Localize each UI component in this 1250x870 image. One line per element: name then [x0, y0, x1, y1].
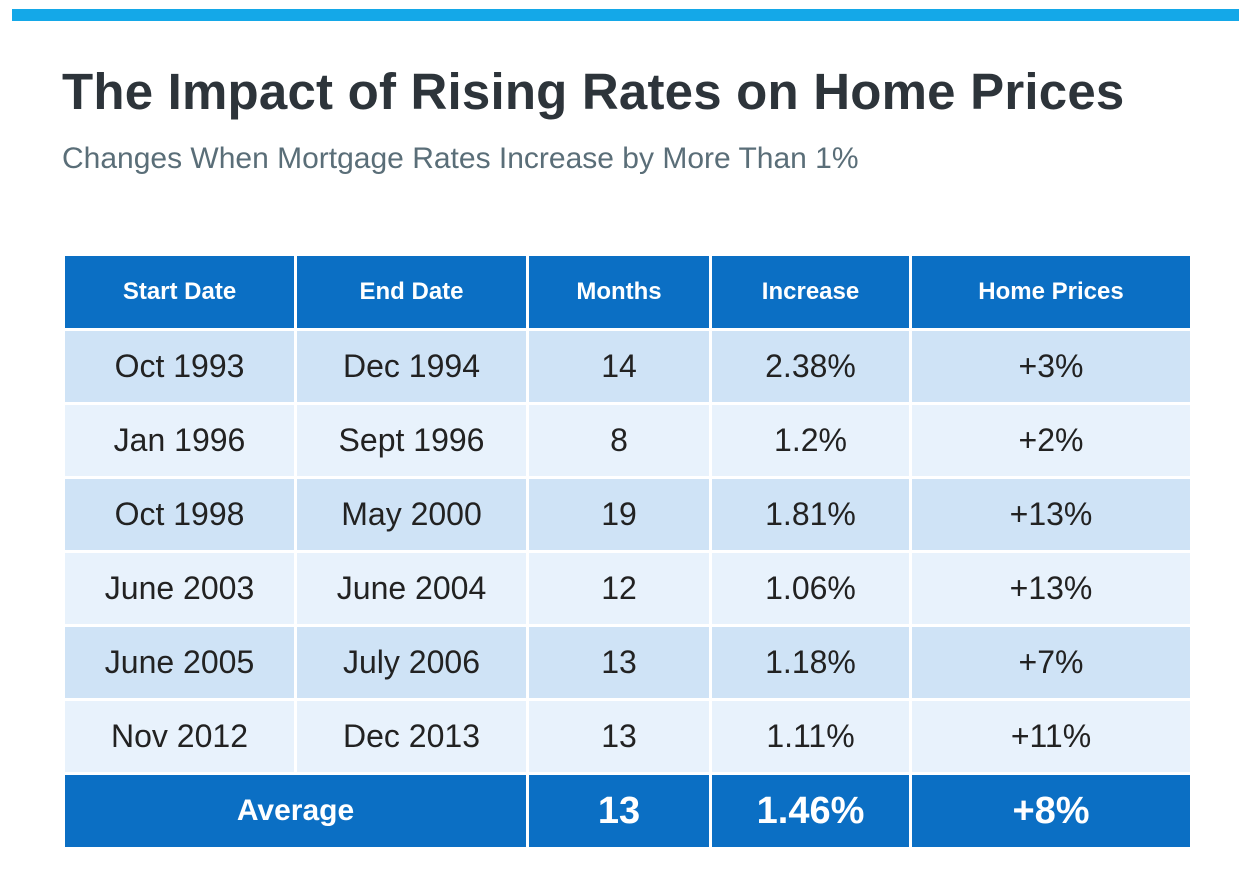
- start-date-cell: Jan 1996: [62, 402, 297, 479]
- table-row: Nov 2012 Dec 2013 13 1.11% +11%: [62, 698, 1193, 775]
- home-prices-cell: +11%: [909, 698, 1193, 775]
- table-row: June 2003 June 2004 12 1.06% +13%: [62, 550, 1193, 627]
- end-date-cell: Dec 2013: [294, 698, 529, 775]
- table-row: Jan 1996 Sept 1996 8 1.2% +2%: [62, 402, 1193, 479]
- end-date-cell: Dec 1994: [294, 328, 529, 405]
- start-date-cell: Oct 1993: [62, 328, 297, 405]
- column-header-increase: Increase: [709, 253, 912, 331]
- table-header-row: Start Date End Date Months Increase Home…: [62, 253, 1193, 331]
- home-prices-cell: +13%: [909, 476, 1193, 553]
- home-prices-cell: +7%: [909, 624, 1193, 701]
- page-subtitle: Changes When Mortgage Rates Increase by …: [62, 142, 859, 175]
- table-row: Oct 1993 Dec 1994 14 2.38% +3%: [62, 328, 1193, 405]
- start-date-cell: June 2005: [62, 624, 297, 701]
- start-date-cell: June 2003: [62, 550, 297, 627]
- home-prices-cell: +13%: [909, 550, 1193, 627]
- column-header-end-date: End Date: [294, 253, 529, 331]
- column-header-start-date: Start Date: [62, 253, 297, 331]
- average-row: Average 13 1.46% +8%: [62, 772, 1193, 850]
- table-row: Oct 1998 May 2000 19 1.81% +13%: [62, 476, 1193, 553]
- months-cell: 8: [526, 402, 712, 479]
- table-row: June 2005 July 2006 13 1.18% +7%: [62, 624, 1193, 701]
- average-label: Average: [62, 772, 529, 850]
- end-date-cell: July 2006: [294, 624, 529, 701]
- average-home-prices: +8%: [909, 772, 1193, 850]
- average-increase: 1.46%: [709, 772, 912, 850]
- increase-cell: 2.38%: [709, 328, 912, 405]
- end-date-cell: Sept 1996: [294, 402, 529, 479]
- increase-cell: 1.81%: [709, 476, 912, 553]
- end-date-cell: May 2000: [294, 476, 529, 553]
- home-prices-cell: +3%: [909, 328, 1193, 405]
- rate-impact-table: Start Date End Date Months Increase Home…: [62, 253, 1193, 850]
- increase-cell: 1.06%: [709, 550, 912, 627]
- column-header-home-prices: Home Prices: [909, 253, 1193, 331]
- increase-cell: 1.2%: [709, 402, 912, 479]
- column-header-months: Months: [526, 253, 712, 331]
- start-date-cell: Oct 1998: [62, 476, 297, 553]
- start-date-cell: Nov 2012: [62, 698, 297, 775]
- average-months: 13: [526, 772, 712, 850]
- months-cell: 19: [526, 476, 712, 553]
- months-cell: 14: [526, 328, 712, 405]
- top-accent-bar: [12, 9, 1239, 21]
- months-cell: 13: [526, 624, 712, 701]
- end-date-cell: June 2004: [294, 550, 529, 627]
- months-cell: 12: [526, 550, 712, 627]
- page-title: The Impact of Rising Rates on Home Price…: [62, 63, 1125, 120]
- increase-cell: 1.18%: [709, 624, 912, 701]
- increase-cell: 1.11%: [709, 698, 912, 775]
- months-cell: 13: [526, 698, 712, 775]
- home-prices-cell: +2%: [909, 402, 1193, 479]
